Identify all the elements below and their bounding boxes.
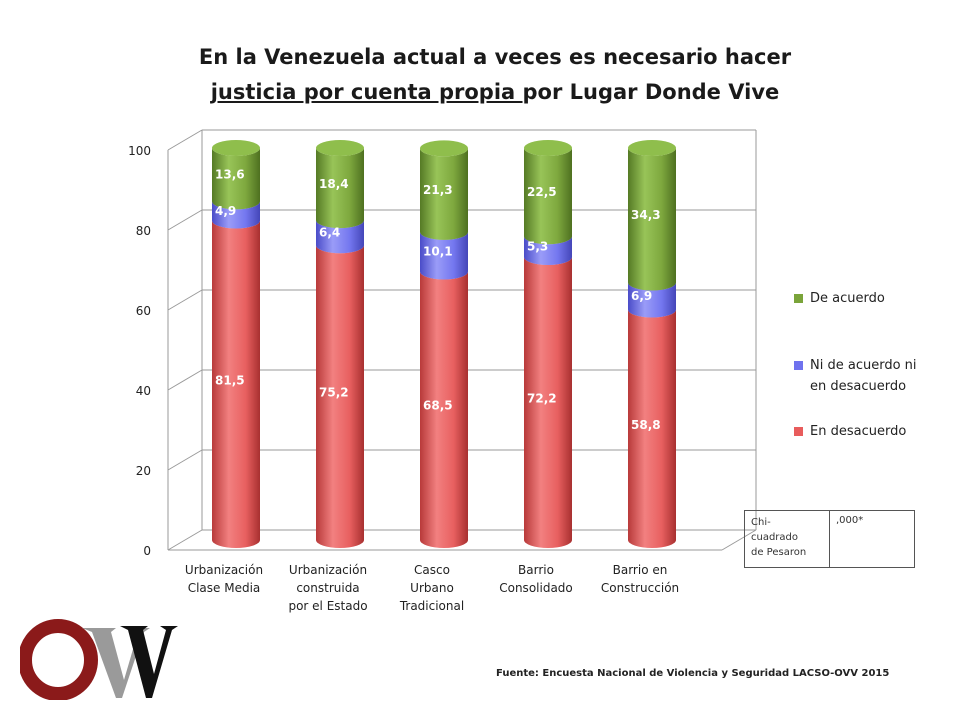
data-label: 68,5: [423, 399, 453, 413]
bar-segment: [524, 256, 572, 548]
x-tick-label: Casco: [414, 563, 450, 577]
data-label: 22,5: [527, 185, 557, 199]
chi-label-line: Chi-: [751, 517, 771, 528]
bar-segment: [212, 201, 260, 229]
data-label: 81,5: [215, 373, 245, 387]
title-line-2: justicia por cuenta propia por Lugar Don…: [0, 75, 960, 110]
x-tick-label: Clase Media: [188, 581, 261, 595]
bar-segment: [524, 236, 572, 265]
legend-label: Ni de acuerdo ni en desacuerdo: [810, 358, 917, 394]
bars-layer: [212, 140, 676, 548]
bar-segment: [316, 245, 364, 548]
bar-segment-cap: [420, 140, 468, 157]
data-label: 6,9: [631, 289, 652, 303]
gridline-diagonal: [167, 289, 203, 311]
bar-segment: [212, 220, 260, 548]
bar-segment: [628, 282, 676, 318]
gridline-diagonal: [167, 209, 203, 231]
chi-square-label: Chi- cuadrado de Pesaron: [744, 510, 830, 568]
bar-segment: [420, 148, 468, 240]
ovv-logo: [20, 619, 178, 700]
logo-o: [20, 619, 98, 700]
y-tick-label: 0: [143, 544, 151, 558]
gridline-diagonal: [167, 449, 203, 471]
x-tick-label: Urbanización: [185, 563, 263, 577]
title-underlined-text: justicia por cuenta propia: [210, 80, 523, 104]
data-label: 10,1: [423, 245, 453, 259]
x-tick-label: Consolidado: [499, 581, 573, 595]
y-tick-label: 80: [136, 224, 151, 238]
bar-segment: [212, 148, 260, 210]
gridline-diagonal: [167, 529, 203, 551]
x-tick-label: Barrio: [518, 563, 554, 577]
data-label: 5,3: [527, 240, 548, 254]
source-note: Fuente: Encuesta Nacional de Violencia y…: [496, 668, 890, 679]
data-label: 58,8: [631, 418, 661, 432]
gridline-diagonal: [167, 369, 203, 391]
chi-square-table: Chi- cuadrado de Pesaron ,000*: [744, 510, 915, 568]
x-axis-categories: Urbanización Clase Media Urbanización const…: [185, 563, 679, 613]
bar-segment-cap: [316, 140, 364, 156]
chart-title: En la Venezuela actual a veces es necesa…: [0, 40, 960, 110]
bar-segment-cap: [524, 140, 572, 156]
bar-segment: [420, 231, 468, 280]
data-label: 6,4: [319, 226, 340, 240]
y-tick-label: 20: [136, 464, 151, 478]
x-tick-label: Construcción: [601, 581, 679, 595]
bar-segment-cap: [628, 140, 676, 156]
y-tick-label: 40: [136, 384, 151, 398]
y-axis: 0 20 40 60 80 100: [128, 130, 757, 558]
bar-segment: [316, 220, 364, 254]
bar-segment-cap: [212, 140, 260, 156]
x-tick-label: Barrio en: [613, 563, 668, 577]
chi-square-value: ,000*: [829, 510, 915, 568]
bar-segment: [628, 309, 676, 548]
x-tick-label: Urbano: [410, 581, 454, 595]
bar-segment: [628, 148, 676, 291]
logo-v-black: [120, 626, 178, 698]
data-label: 13,6: [215, 168, 245, 182]
x-tick-label: por el Estado: [288, 599, 367, 613]
chi-label-line: de Pesaron: [751, 547, 807, 558]
y-tick-label: 60: [136, 304, 151, 318]
data-label: 34,3: [631, 208, 661, 222]
legend-swatch: [794, 361, 803, 370]
data-label: 21,3: [423, 183, 453, 197]
bar-segment: [524, 148, 572, 245]
title-rest-text: por Lugar Donde Vive: [522, 80, 780, 104]
bar-segment: [316, 148, 364, 229]
data-label: 75,2: [319, 386, 349, 400]
legend-label: En desacuerdo: [810, 424, 907, 439]
bar-segment: [420, 271, 468, 548]
legend-swatch: [794, 294, 803, 303]
x-tick-label: Urbanización: [289, 563, 367, 577]
gridline-diagonal: [167, 129, 203, 151]
x-tick-label: Tradicional: [399, 599, 464, 613]
data-label: 4,9: [215, 204, 236, 218]
chi-label-line: cuadrado: [751, 532, 799, 543]
logo-v-grey: [82, 628, 150, 698]
legend-label: De acuerdo: [810, 291, 885, 306]
data-label: 18,4: [319, 177, 349, 191]
data-label: 72,2: [527, 391, 557, 405]
x-tick-label: construida: [296, 581, 359, 595]
legend-swatch: [794, 427, 803, 436]
data-labels-layer: 81,5 4,9 13,6 75,2 6,4 18,4 68,5 10,1 21,3 72,2 5,…: [215, 168, 661, 432]
y-tick-label: 100: [128, 144, 151, 158]
title-line-1: En la Venezuela actual a veces es necesa…: [198, 45, 792, 69]
